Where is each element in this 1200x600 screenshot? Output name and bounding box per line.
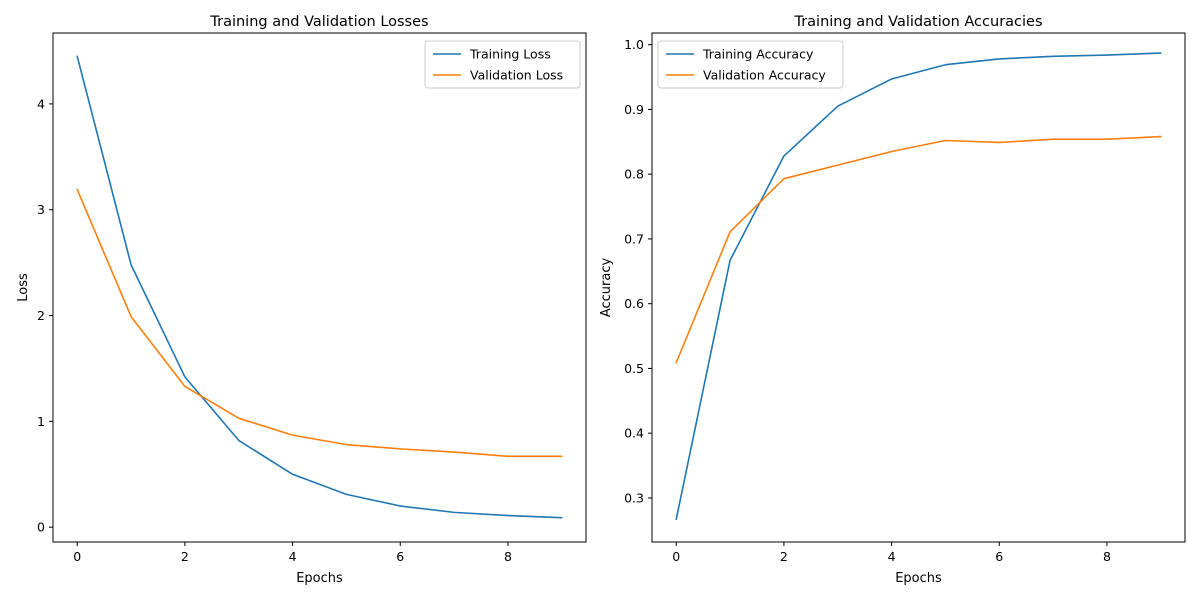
- loss-x-tick-label: 4: [289, 549, 297, 564]
- accuracy-x-axis-label: Epochs: [895, 571, 942, 586]
- loss-legend-label: Training Loss: [469, 47, 551, 62]
- loss-axes-frame: [52, 32, 587, 543]
- accuracy-x-tick-label: 2: [780, 549, 788, 564]
- accuracy-y-tick-label: 0.7: [624, 231, 644, 246]
- accuracy-series-line-validation: [675, 135, 1162, 364]
- loss-x-tick-label: 6: [396, 549, 404, 564]
- accuracy-y-tick-label: 0.5: [624, 361, 644, 376]
- accuracy-legend: Training Accuracy Validation Accuracy: [657, 40, 844, 89]
- loss-x-tick-label: 8: [504, 549, 512, 564]
- loss-chart-title: Training and Validation Losses: [209, 14, 428, 30]
- loss-chart: Training and Validation Losses 0 2 4 6 8 0 1 2 3 4…: [16, 14, 587, 586]
- accuracy-legend-label: Training Accuracy: [702, 47, 814, 62]
- loss-legend-box: [424, 40, 581, 89]
- loss-series-line-validation: [76, 188, 563, 458]
- loss-x-tick-label: 2: [181, 549, 189, 564]
- loss-x-tick-label: 0: [73, 549, 81, 564]
- loss-y-tick-label: 0: [37, 520, 45, 535]
- accuracy-y-tick-label: 1.0: [624, 37, 644, 52]
- accuracy-legend-label: Validation Accuracy: [703, 68, 826, 83]
- accuracy-x-tick-label: 8: [1103, 549, 1111, 564]
- loss-y-tick-label: 2: [37, 308, 45, 323]
- accuracy-chart-title: Training and Validation Accuracies: [793, 14, 1042, 30]
- loss-y-axis-label: Loss: [16, 273, 31, 302]
- loss-y-tick-label: 3: [37, 202, 45, 217]
- accuracy-y-tick-label: 0.6: [624, 296, 644, 311]
- accuracy-chart: Training and Validation Accuracies 0 2 4 6 8 0…: [599, 14, 1186, 586]
- accuracy-y-axis-label: Accuracy: [599, 258, 614, 318]
- accuracy-axes-frame: [651, 32, 1186, 543]
- loss-series-line-training: [76, 55, 563, 519]
- loss-legend: Training Loss Validation Loss: [424, 40, 581, 89]
- accuracy-x-tick-label: 0: [672, 549, 680, 564]
- accuracy-y-tick-label: 0.8: [624, 167, 644, 182]
- loss-x-axis-label: Epochs: [296, 571, 343, 586]
- accuracy-y-tick-label: 0.3: [624, 490, 644, 505]
- loss-y-tick-label: 1: [37, 414, 45, 429]
- accuracy-legend-box: [657, 40, 844, 89]
- loss-legend-label: Validation Loss: [470, 68, 563, 83]
- accuracy-y-tick-label: 0.9: [624, 102, 644, 117]
- loss-y-tick-label: 4: [37, 96, 45, 111]
- accuracy-series-line-training: [675, 52, 1162, 521]
- accuracy-x-tick-label: 6: [995, 549, 1003, 564]
- accuracy-x-tick-label: 4: [888, 549, 896, 564]
- accuracy-y-tick-label: 0.4: [624, 426, 644, 441]
